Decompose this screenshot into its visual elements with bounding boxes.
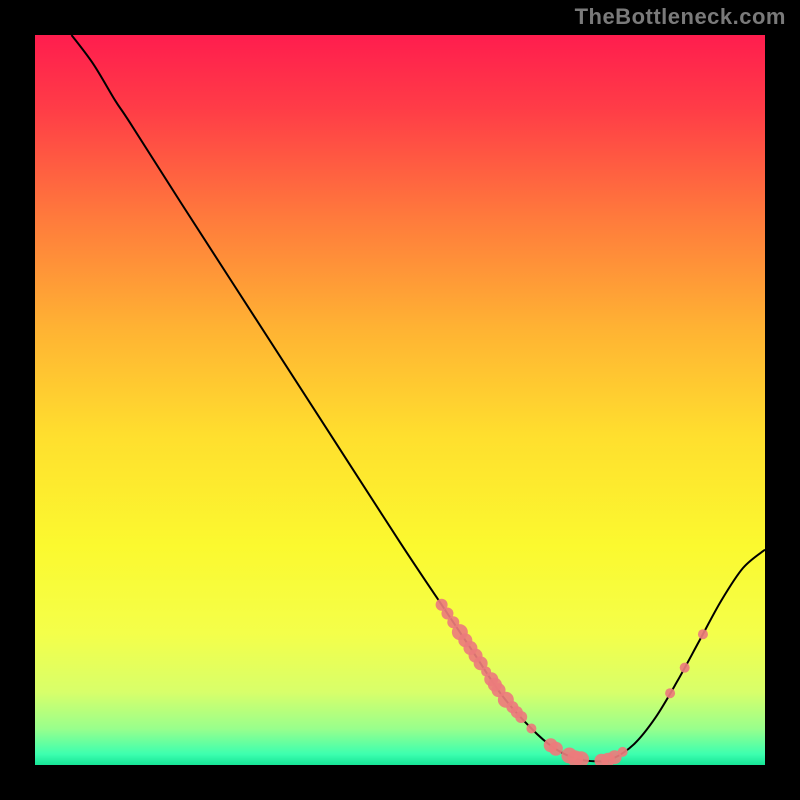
curve-layer	[35, 35, 765, 765]
marker-group	[436, 599, 708, 765]
data-marker	[618, 747, 628, 757]
data-marker	[549, 742, 563, 756]
watermark-text: TheBottleneck.com	[575, 4, 786, 30]
plot-area	[35, 35, 765, 765]
data-marker	[698, 629, 708, 639]
data-marker	[680, 663, 690, 673]
data-marker	[526, 724, 536, 734]
bottleneck-curve	[72, 35, 766, 761]
data-marker	[515, 711, 527, 723]
data-marker	[665, 688, 675, 698]
